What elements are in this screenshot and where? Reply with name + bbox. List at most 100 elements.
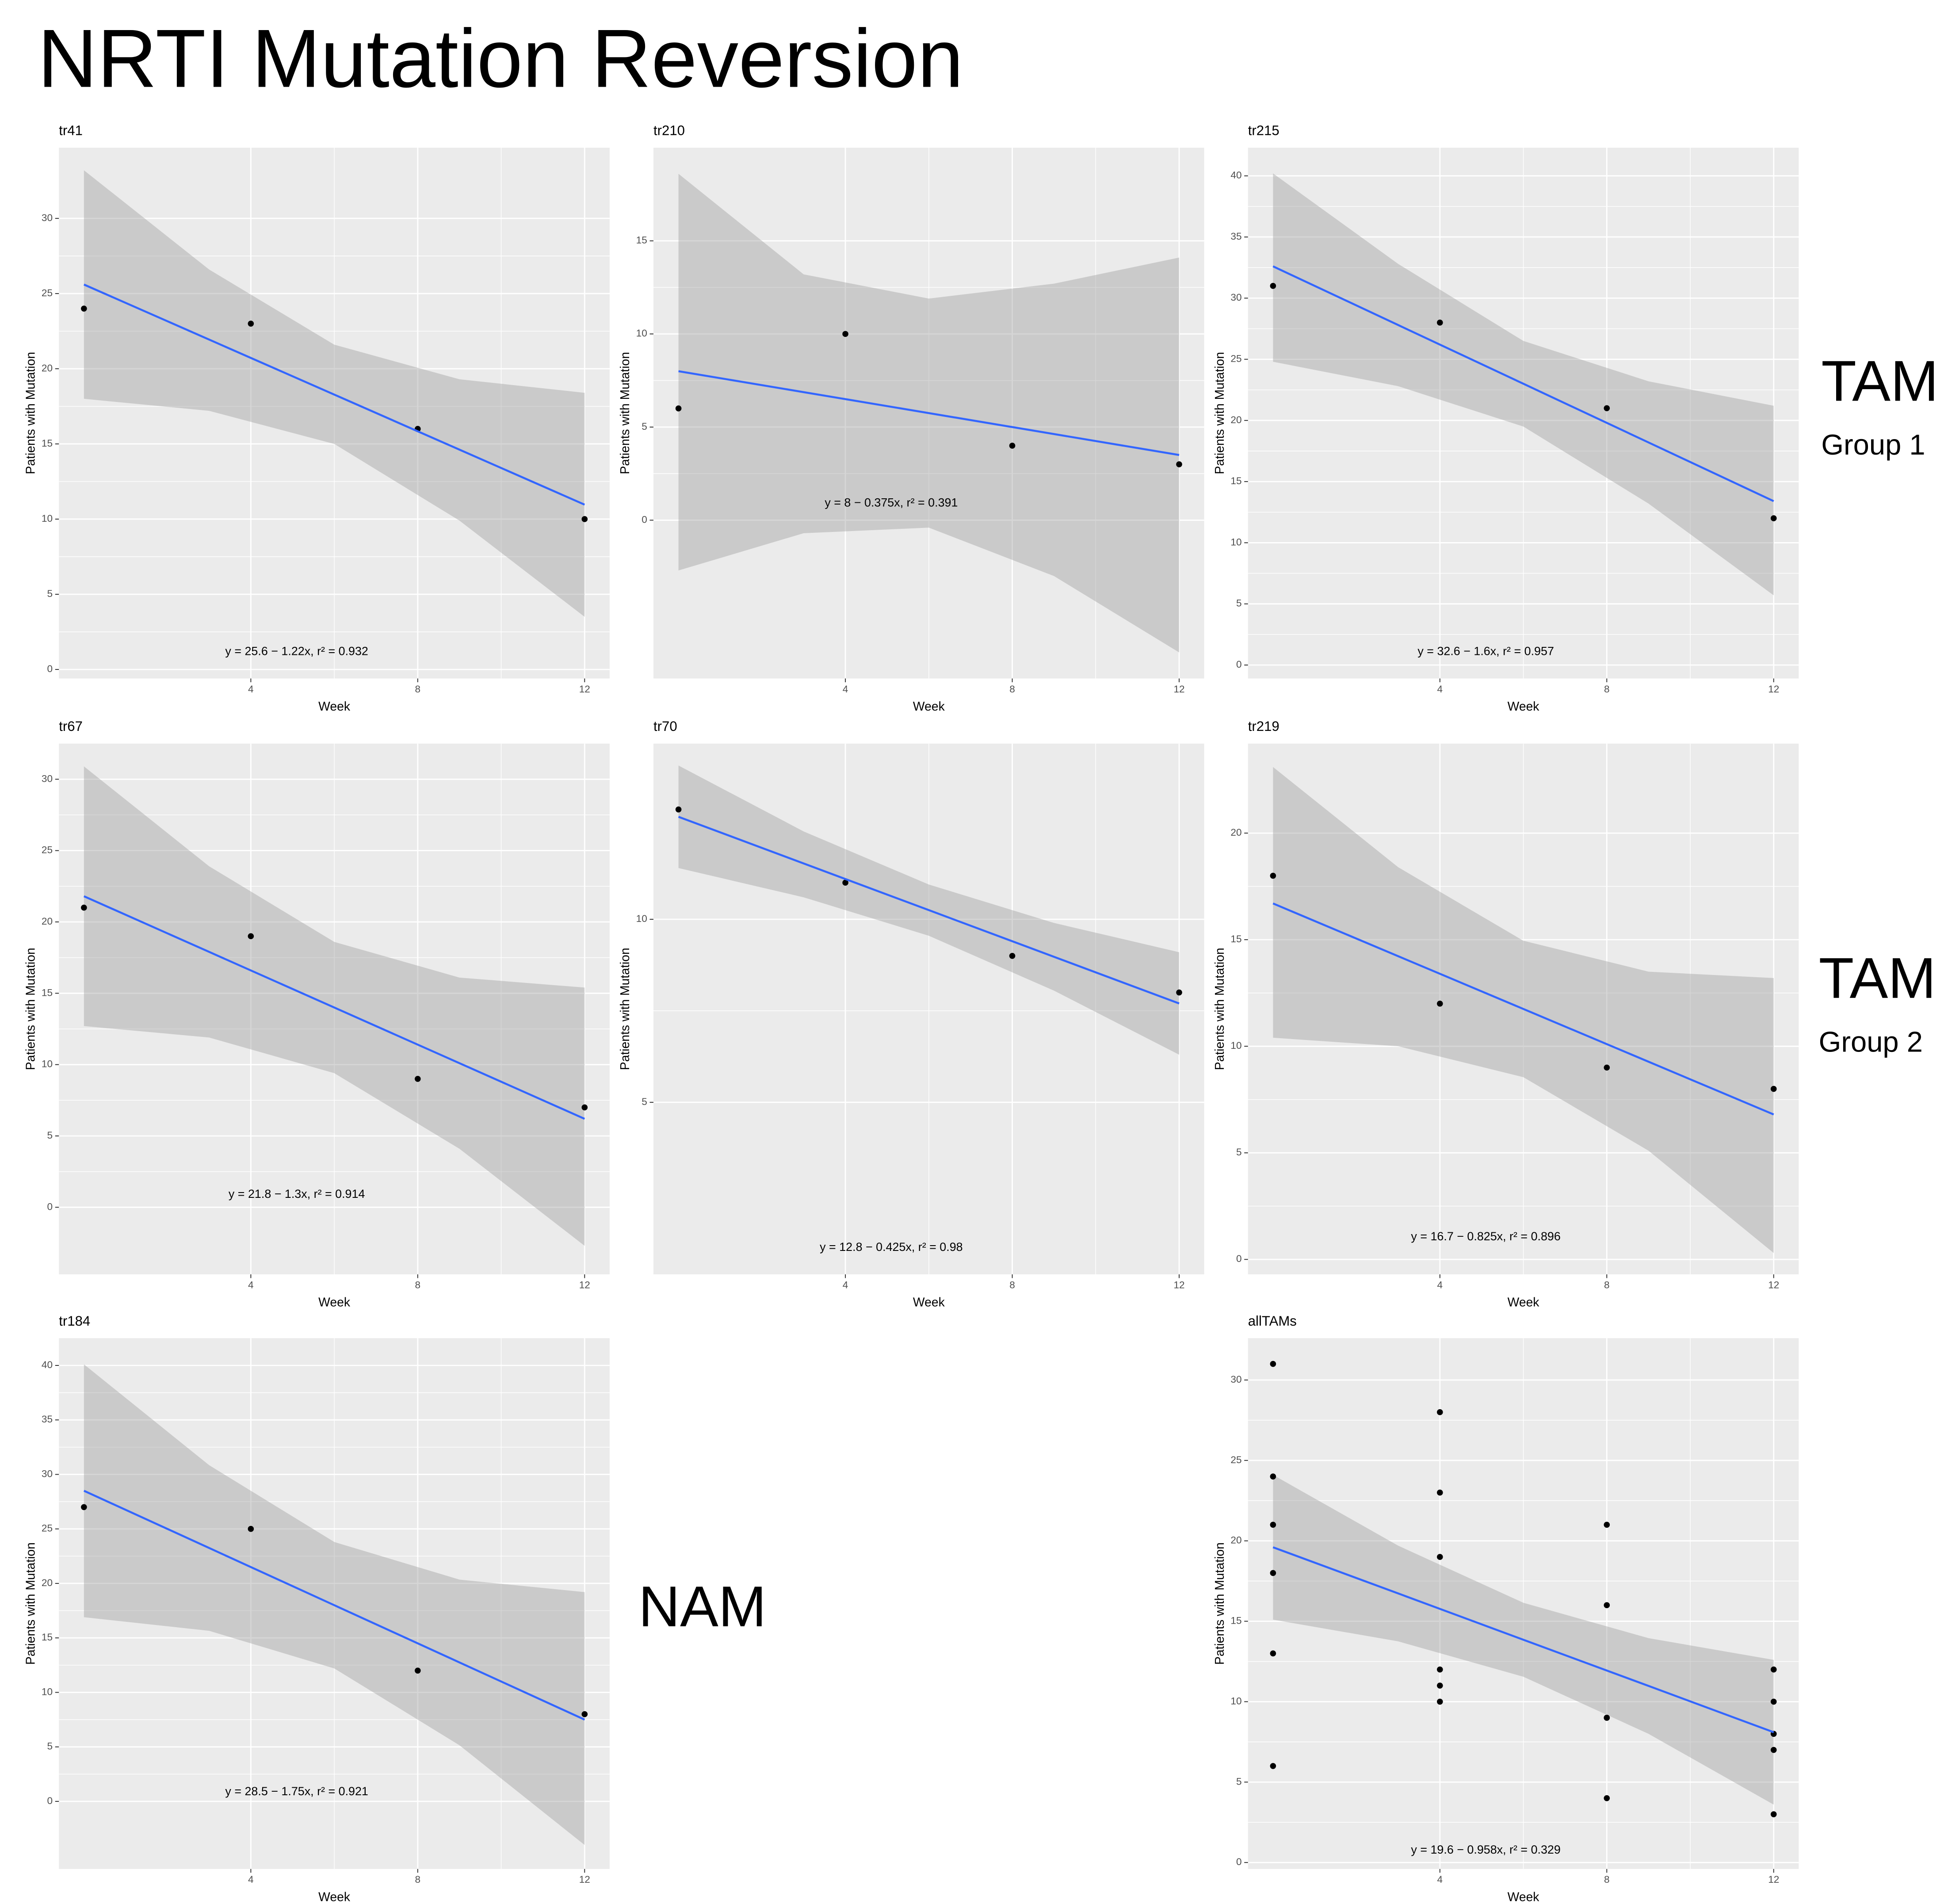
data-point [1604, 405, 1610, 411]
panel: tr184 0 5 10 15 20 25 30 35 40 4 8 12 Week Patients wi… [23, 1313, 610, 1904]
y-tick-label: 5 [47, 1130, 53, 1141]
data-point [1437, 1409, 1443, 1415]
y-tick-label: 5 [1236, 1776, 1242, 1787]
panel: tr67 0 5 10 15 20 25 30 4 8 12 Week Patients with Mu… [23, 719, 610, 1309]
panel: tr41 0 5 10 15 20 25 30 4 8 12 Week Patients with Mu… [23, 122, 610, 713]
y-tick-label: 20 [1230, 1535, 1241, 1546]
data-point [1270, 283, 1276, 289]
regression-equation: y = 16.7 − 0.825x, r² = 0.896 [1411, 1230, 1560, 1243]
data-point [1604, 1715, 1610, 1721]
panel-title: tr41 [59, 122, 83, 138]
data-point [1270, 872, 1276, 879]
data-point [1437, 1489, 1443, 1496]
data-point [1770, 1086, 1777, 1092]
y-axis-label: Patients with Mutation [23, 352, 37, 474]
y-tick-label: 10 [1230, 536, 1241, 547]
y-tick-label: 40 [42, 1359, 53, 1370]
group-sublabel: Group 1 [1821, 428, 1925, 461]
x-tick-label: 8 [415, 1279, 421, 1290]
x-tick-label: 4 [248, 1874, 254, 1885]
data-point [1770, 1747, 1777, 1753]
y-tick-label: 30 [42, 1468, 53, 1479]
data-point [1437, 1000, 1443, 1007]
data-point [1437, 1554, 1443, 1560]
x-axis-label: Week [318, 1295, 351, 1309]
x-tick-label: 12 [579, 1874, 590, 1885]
y-axis-label: Patients with Mutation [618, 948, 632, 1070]
y-tick-label: 40 [1230, 170, 1241, 181]
data-point [1270, 1570, 1276, 1576]
y-tick-label: 30 [1230, 1374, 1241, 1385]
x-tick-label: 8 [1009, 1279, 1015, 1290]
fit-line [1272, 1546, 1774, 1733]
x-tick-label: 4 [1437, 1874, 1443, 1885]
y-tick-label: 10 [1230, 1040, 1241, 1051]
panel: tr210 0 5 10 15 4 8 12 Week Patients with Mutatio… [618, 122, 1204, 713]
y-axis-label: Patients with Mutation [1212, 1542, 1226, 1665]
x-tick-label: 4 [1437, 1279, 1443, 1290]
x-tick-label: 12 [1768, 1279, 1779, 1290]
panel: tr219 0 5 10 15 20 4 8 12 Week Patients with Mutat… [1212, 719, 1799, 1309]
data-point [675, 405, 682, 412]
panel-title: tr215 [1248, 122, 1279, 138]
y-tick-label: 25 [42, 1523, 53, 1534]
data-point [1604, 1064, 1610, 1071]
y-tick-label: 5 [47, 1741, 53, 1752]
x-axis-label: Week [1508, 1295, 1540, 1309]
data-point [1437, 1666, 1443, 1673]
x-tick-label: 8 [415, 1874, 421, 1885]
data-point [1270, 1473, 1276, 1480]
y-tick-label: 0 [47, 1201, 53, 1212]
data-point [81, 306, 87, 312]
panel: allTAMs 0 5 10 15 20 25 30 4 8 12 Week Patients with… [1212, 1313, 1799, 1904]
x-axis-label: Week [913, 699, 945, 713]
panel-title: tr184 [59, 1313, 90, 1329]
y-axis-label: Patients with Mutation [618, 352, 632, 474]
x-tick-label: 12 [1768, 1874, 1779, 1885]
data-point [1770, 515, 1777, 521]
group-label: TAM [1819, 946, 1936, 1010]
y-tick-label: 25 [1230, 1454, 1241, 1465]
panel-title: tr219 [1248, 719, 1279, 734]
data-point [248, 1525, 254, 1532]
data-point [1770, 1698, 1777, 1705]
x-tick-label: 4 [843, 684, 848, 695]
y-tick-label: 15 [1230, 475, 1241, 486]
group-label: NAM [638, 1574, 766, 1639]
y-tick-label: 5 [47, 588, 53, 599]
y-axis-label: Patients with Mutation [23, 948, 37, 1070]
data-point [1604, 1522, 1610, 1528]
data-point [81, 904, 87, 911]
group-sublabel: Group 2 [1819, 1025, 1923, 1058]
data-point [1270, 1361, 1276, 1367]
y-tick-label: 20 [42, 1577, 53, 1588]
y-tick-label: 0 [47, 1795, 53, 1806]
y-tick-label: 0 [47, 663, 53, 674]
panel-title: tr70 [653, 719, 677, 734]
x-tick-label: 8 [1604, 1874, 1610, 1885]
regression-equation: y = 8 − 0.375x, r² = 0.391 [825, 496, 958, 509]
data-point [415, 1076, 421, 1082]
y-tick-label: 5 [642, 1096, 647, 1107]
y-tick-label: 25 [42, 287, 53, 298]
y-axis-label: Patients with Mutation [1212, 948, 1226, 1070]
y-tick-label: 10 [42, 1686, 53, 1697]
y-tick-label: 10 [1230, 1695, 1241, 1706]
x-tick-label: 8 [415, 684, 421, 695]
data-point [1437, 1682, 1443, 1689]
panel: tr70 5 10 4 8 12 Week Patients with Mutation y =… [618, 719, 1204, 1309]
y-tick-label: 35 [1230, 231, 1241, 242]
y-tick-label: 0 [1236, 1856, 1242, 1867]
regression-equation: y = 12.8 − 0.425x, r² = 0.98 [820, 1240, 962, 1254]
data-point [1270, 1763, 1276, 1769]
y-tick-label: 25 [42, 845, 53, 856]
x-tick-label: 12 [579, 684, 590, 695]
regression-equation: y = 21.8 − 1.3x, r² = 0.914 [229, 1187, 365, 1201]
fit-line [678, 370, 1180, 456]
y-tick-label: 0 [1236, 659, 1242, 670]
data-point [842, 879, 848, 886]
data-point [1604, 1602, 1610, 1608]
data-point [1270, 1650, 1276, 1657]
